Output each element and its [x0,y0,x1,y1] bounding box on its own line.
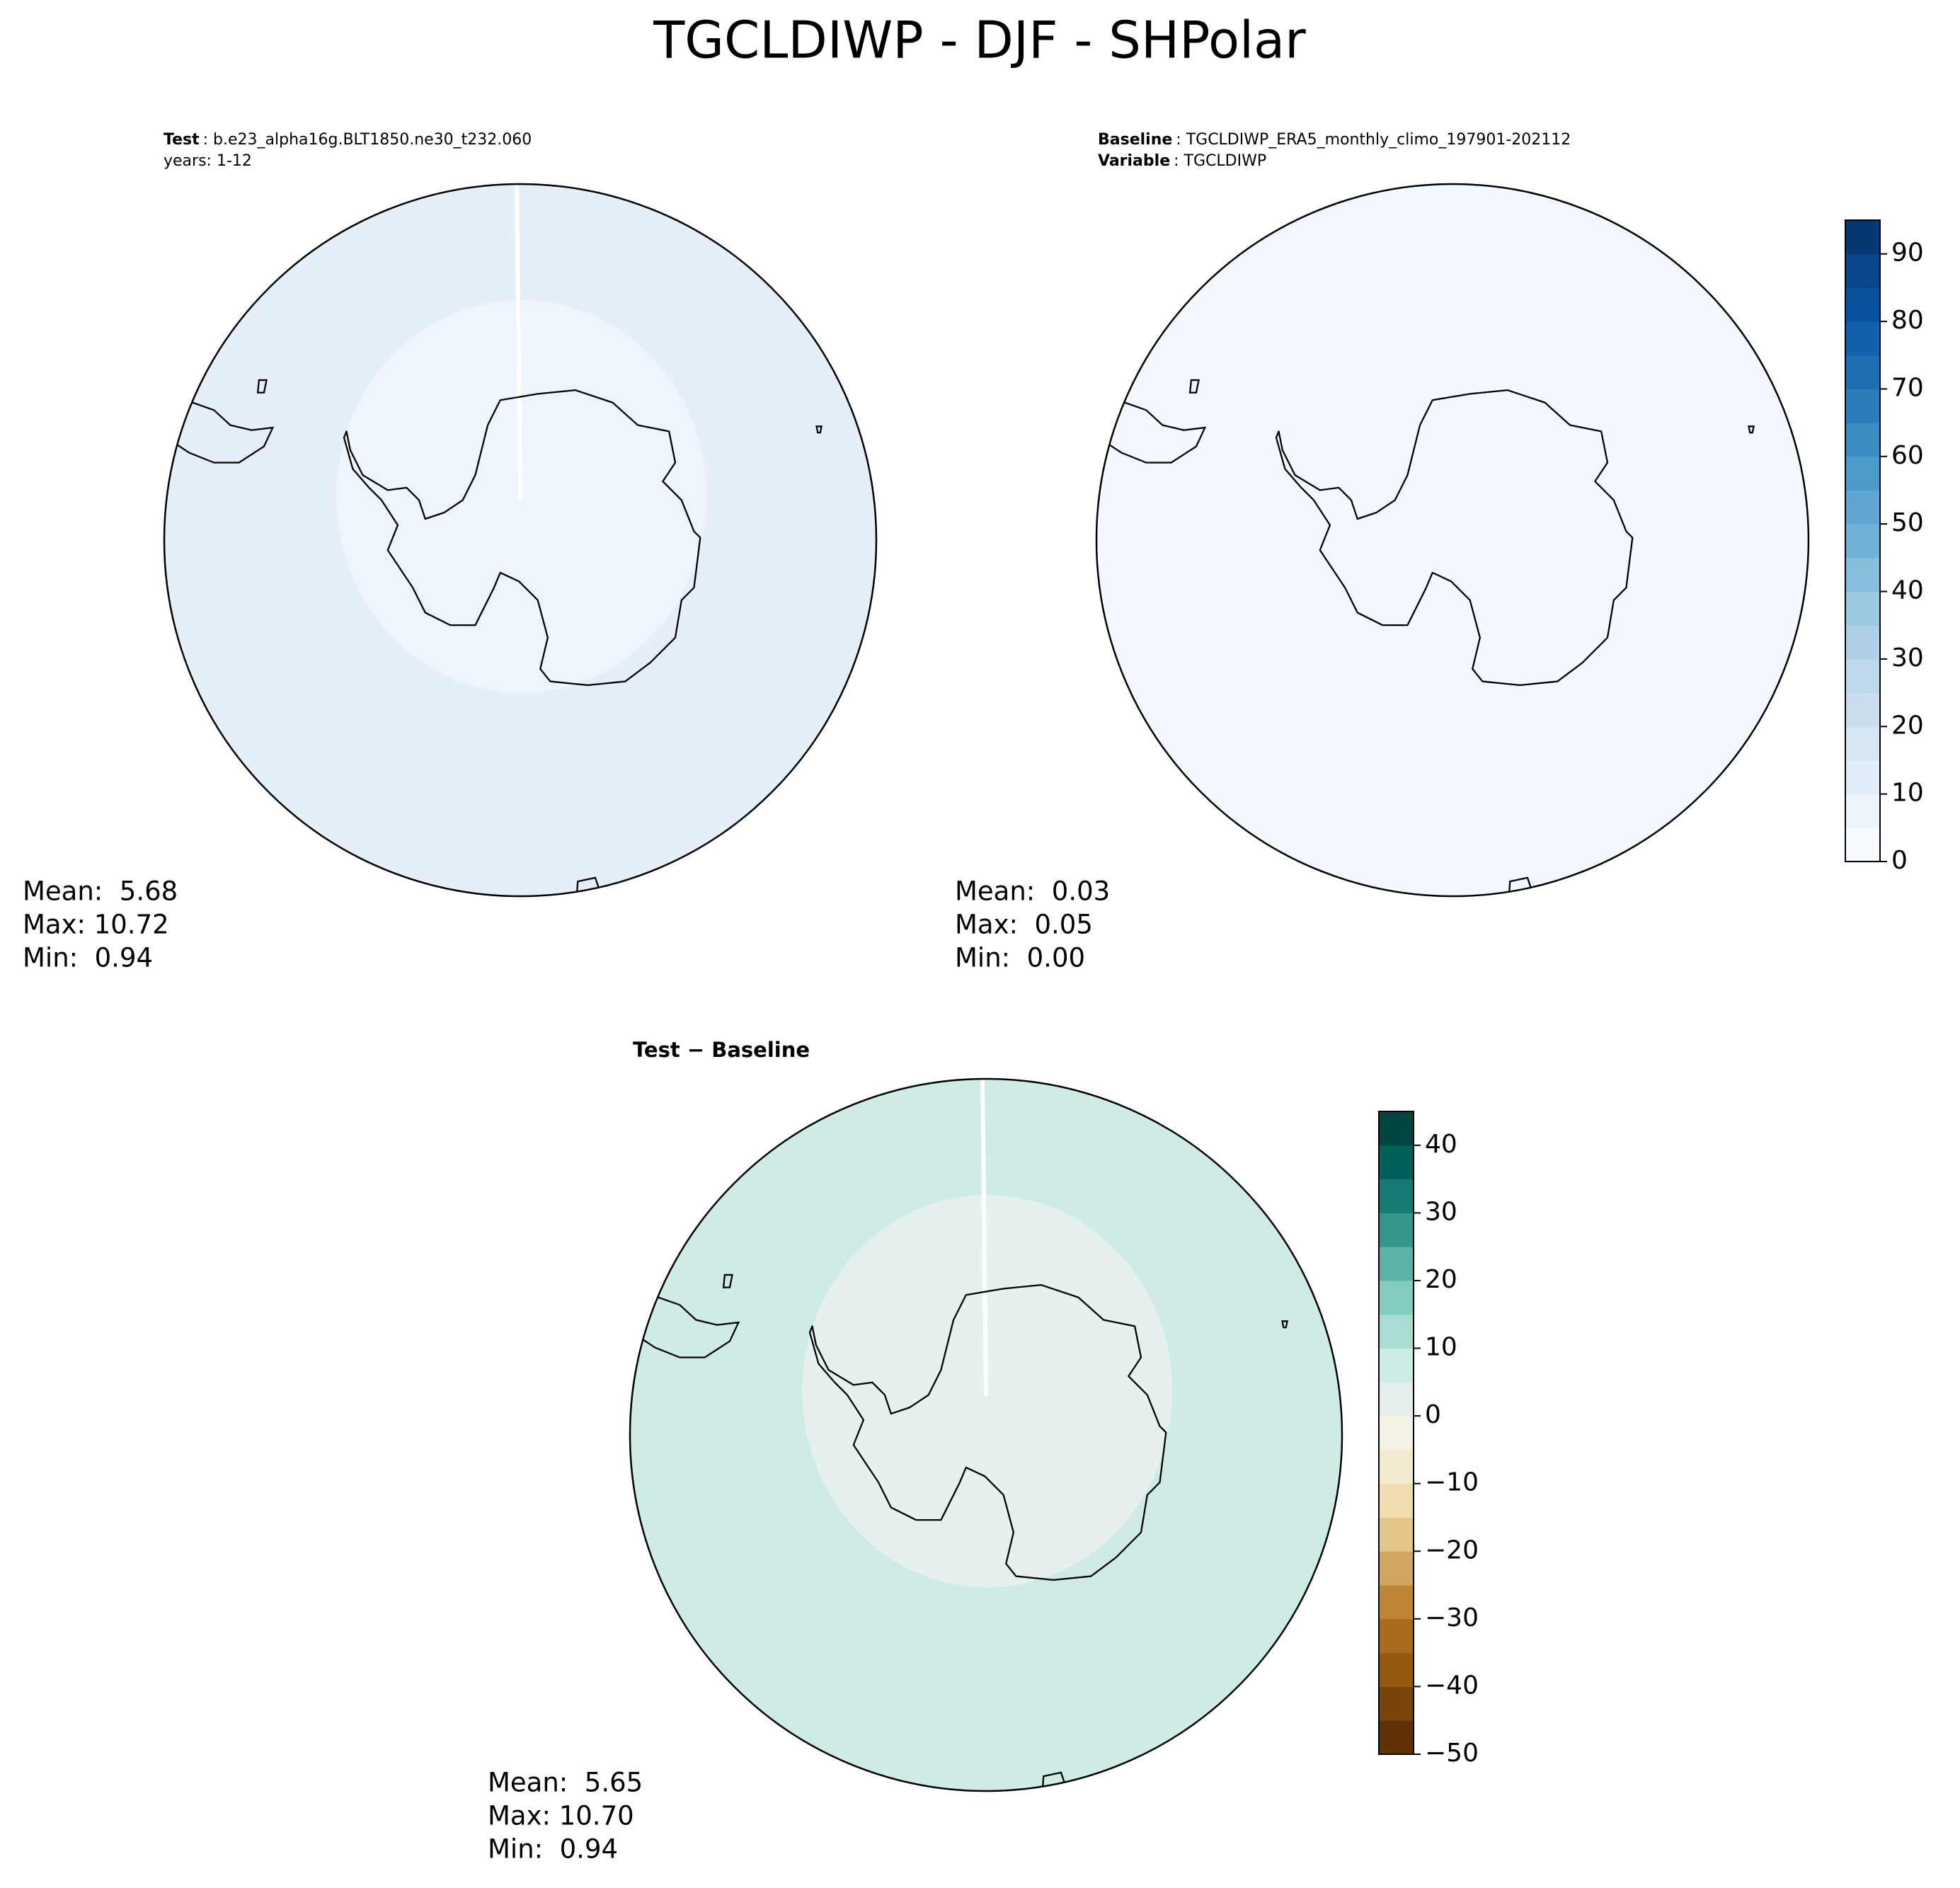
colorbar-tick-label: 0 [1425,1400,1441,1429]
panel-header: Test − Baseline [633,1038,810,1062]
colorbar-band [1845,524,1880,559]
header-text: : b.e23_alpha16g.BLT1850.ne30_t232.060 [203,131,532,149]
colorbar-band [1845,828,1880,862]
colorbar-band [1845,321,1880,356]
colorbar-tick-label: 50 [1891,508,1924,537]
colorbar-tick-label: 60 [1891,441,1924,470]
map-content [169,184,823,896]
colorbar-tick-label: −10 [1425,1468,1479,1497]
colorbar-band [1845,490,1880,525]
meridian-gap [515,184,522,502]
colorbar-band [1379,1382,1414,1417]
colorbar-tick-label: 10 [1425,1333,1457,1362]
map-content [635,1079,1288,1791]
colorbar-tick-label: 40 [1425,1130,1457,1159]
colorbar-band [1379,1517,1414,1552]
colorbar-band [1379,1618,1414,1654]
colorbar-band [1379,1720,1414,1755]
colorbar-band [1379,1145,1414,1180]
colorbar-tick-label: 30 [1891,643,1924,673]
stat-line: Min: 0.00 [955,943,1085,973]
colorbar-tick-label: 80 [1891,306,1924,335]
panel-header: Test: b.e23_alpha16g.BLT1850.ne30_t232.0… [164,131,532,149]
colorbar-band [1379,1652,1414,1687]
figure-title: TGCLDIWP - DJF - SHPolar [653,11,1306,70]
colorbar-band [1379,1213,1414,1247]
colorbar-band [1379,1314,1414,1349]
header-label: Baseline [1098,131,1172,149]
map-border [1095,183,1810,898]
colorbar-band [1379,1585,1414,1620]
colorbar-band [1379,1348,1414,1383]
colorbar-tick-label: −40 [1425,1671,1479,1700]
colorbar-tick-label: 10 [1891,779,1924,808]
colorbar-band [1379,1551,1414,1586]
colorbar-tick-label: 20 [1891,711,1924,740]
colorbar-band [1379,1416,1414,1451]
colorbar-band [1845,557,1880,593]
map-panel [1095,183,1810,898]
colorbar-band [1845,726,1880,761]
colorbar-band [1379,1111,1414,1146]
meridian-gap [980,1079,988,1397]
colorbar-tick-label: 40 [1891,576,1924,605]
header-text: years: 1-12 [164,152,252,170]
colorbar-band [1845,591,1880,626]
colorbar-band [1845,253,1880,288]
header-label: Test [164,131,200,149]
colorbar-band [1845,423,1880,457]
panel-header: years: 1-12 [164,152,252,170]
colorbar-tick-label: 20 [1425,1265,1457,1294]
map-border [163,183,878,898]
colorbar-band [1379,1179,1414,1213]
map-content [1101,299,1755,896]
colorbar-band [1845,220,1880,255]
stat-line: Min: 0.94 [23,943,153,973]
panel-header: Variable: TGCLDIWP [1098,152,1266,170]
map-border [629,1077,1343,1792]
stat-line: Min: 0.94 [488,1834,618,1865]
header-label: Variable [1098,152,1170,170]
stat-line: Max: 10.70 [488,1801,634,1831]
header-text: : TGCLDIWP [1174,152,1266,170]
colorbar-tick-label: 90 [1891,239,1924,268]
stat-line: Mean: 5.68 [23,876,178,907]
colorbar-tick-label: −20 [1425,1535,1479,1564]
colorbar-band [1379,1247,1414,1281]
stat-line: Mean: 5.65 [488,1768,643,1798]
stat-line: Max: 10.72 [23,910,169,940]
colorbar: −50 −40 −30 −20 −10 0 10 20 30 40 [1378,1111,1479,1768]
colorbar-band [1845,456,1880,491]
inner-region [1268,299,1639,693]
colorbar-band [1379,1449,1414,1484]
colorbar-band [1379,1483,1414,1518]
colorbar-band [1379,1686,1414,1721]
colorbar: 0 10 20 30 40 50 60 70 80 90 [1845,219,1924,875]
colorbar-band [1845,692,1880,727]
stat-line: Mean: 0.03 [955,876,1110,907]
header-label: Test − Baseline [633,1038,810,1062]
colorbar-tick-label: −50 [1425,1739,1479,1768]
colorbar-band [1845,625,1880,660]
map-panel [163,183,878,898]
colorbar-tick-label: 0 [1891,846,1908,875]
colorbar-band [1845,355,1880,389]
colorbar-band [1845,794,1880,828]
colorbar-band [1845,760,1880,795]
colorbar-band [1845,658,1880,694]
stat-line: Max: 0.05 [955,910,1093,940]
colorbar-band [1379,1280,1414,1315]
colorbar-band [1845,287,1880,322]
colorbar-tick-label: −30 [1425,1603,1479,1632]
colorbar-frame [1378,1111,1414,1755]
map-panel [629,1077,1343,1792]
colorbar-frame [1845,219,1881,862]
colorbar-tick-label: 70 [1891,373,1924,402]
colorbar-band [1845,389,1880,423]
panel-header: Baseline: TGCLDIWP_ERA5_monthly_climo_19… [1098,131,1571,149]
colorbar-tick-label: 30 [1425,1197,1457,1226]
header-text: : TGCLDIWP_ERA5_monthly_climo_197901-202… [1176,131,1571,149]
